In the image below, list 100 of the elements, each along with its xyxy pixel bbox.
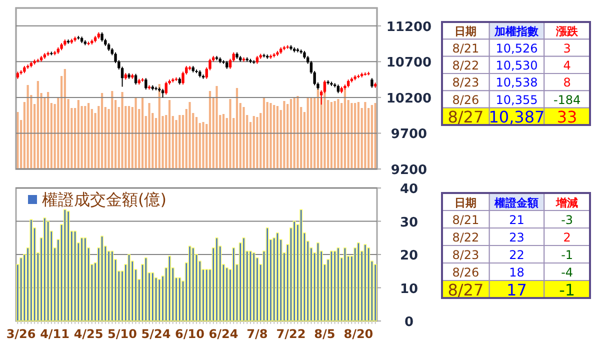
text: -4 [561, 265, 574, 280]
bar [110, 250, 114, 322]
text: 8/23 [452, 248, 480, 262]
bar [324, 90, 326, 169]
text: -1 [561, 248, 574, 262]
bar [262, 97, 266, 169]
text: -184 [553, 92, 581, 107]
x-tick-label: 7/22 [276, 327, 306, 341]
text: 漲跌 [555, 25, 580, 38]
text: 8/26 [452, 265, 480, 280]
x-tick-label: 6/10 [175, 327, 204, 341]
bar [202, 122, 204, 169]
bar [364, 102, 366, 169]
bar [63, 209, 66, 322]
text: 8/26 [452, 92, 480, 107]
bar [192, 247, 195, 322]
x-tick-label: 4/11 [40, 327, 70, 341]
bar [77, 100, 80, 169]
bar [266, 228, 269, 322]
text: 權證金額 [494, 196, 539, 210]
text: 3 [563, 41, 571, 56]
bar [188, 102, 191, 169]
bar [273, 105, 276, 169]
x-tick-label: 6/24 [208, 327, 238, 341]
bar [276, 232, 279, 322]
bar [270, 103, 272, 169]
bar [357, 102, 360, 169]
text: 2 [563, 230, 571, 244]
y-tick-label: 30 [400, 215, 418, 230]
bar [178, 277, 182, 322]
text: 23 [509, 230, 524, 244]
bar [249, 250, 252, 322]
bar [100, 236, 104, 322]
x-tick-label: 8/5 [314, 327, 336, 341]
legend-label: 權證成交金額(億) [42, 190, 166, 209]
bar [148, 103, 150, 169]
bar [364, 244, 367, 322]
text: 10,530 [496, 58, 538, 72]
x-tick-label: 8/20 [344, 327, 374, 341]
bar [236, 88, 238, 169]
y-tick-label: 9700 [390, 127, 428, 142]
text: 10,538 [496, 76, 538, 90]
text: 8/23 [452, 76, 480, 90]
bar [84, 106, 86, 169]
y-tick-label: 10 [400, 282, 418, 297]
text: 8 [563, 76, 571, 90]
bar [374, 264, 377, 322]
bar [229, 99, 232, 169]
bar [128, 254, 130, 322]
text: 8/27 [448, 280, 484, 300]
text: 17 [506, 280, 527, 300]
y-tick-label: 10200 [386, 91, 432, 106]
bar [310, 97, 312, 169]
bar [354, 103, 356, 169]
bar [46, 220, 50, 322]
bar [20, 257, 23, 322]
bar [121, 92, 124, 169]
text: 日期 [454, 25, 477, 38]
bar [344, 89, 346, 169]
bar [144, 257, 148, 322]
bar [111, 91, 114, 169]
bar [43, 218, 46, 322]
bar [225, 267, 228, 322]
y-tick-label: 10700 [386, 56, 432, 71]
bar [178, 115, 181, 169]
bar [74, 230, 76, 322]
bar [283, 101, 286, 169]
candlestick [100, 32, 104, 42]
text: 21 [509, 212, 524, 227]
bar [333, 250, 336, 322]
bar [195, 117, 198, 169]
y-tick-label: 40 [400, 182, 418, 197]
bar [370, 105, 373, 169]
text: 加權指數 [494, 25, 540, 38]
bar [266, 102, 268, 169]
bar [100, 93, 104, 169]
bar [330, 250, 333, 322]
text: 22 [509, 248, 524, 262]
candlestick [370, 78, 374, 88]
bar [276, 106, 279, 169]
bar [87, 103, 90, 169]
bar [168, 100, 171, 169]
bar [141, 98, 144, 169]
bar [168, 256, 171, 322]
text: 8/22 [452, 230, 480, 244]
bar [252, 116, 255, 169]
bar [158, 279, 161, 322]
text: 日期 [454, 196, 477, 210]
bar [330, 102, 332, 169]
x-tick-label: 3/26 [6, 327, 36, 341]
text: 10,526 [496, 41, 538, 56]
bar [128, 106, 130, 169]
bar [47, 92, 50, 169]
text: 10,387 [488, 107, 545, 126]
bar [290, 99, 292, 169]
candlestick [164, 81, 168, 96]
y-tick-label: 11200 [386, 20, 432, 35]
bar [30, 219, 33, 322]
bar [357, 242, 360, 322]
bar [151, 272, 154, 322]
